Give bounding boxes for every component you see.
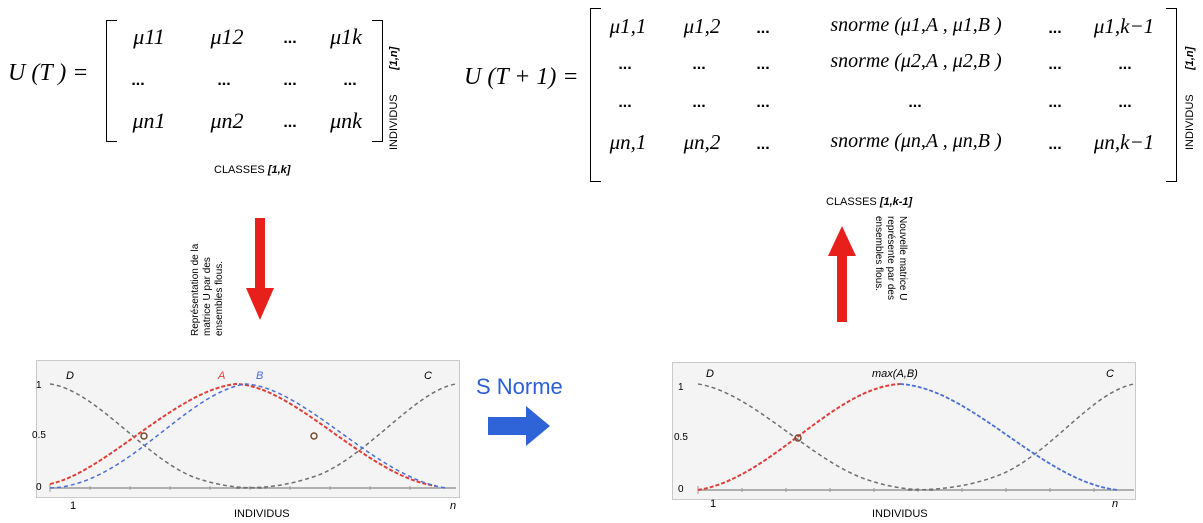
matrix-cell: ... (1118, 56, 1132, 73)
right-matrix-lhs: U (T + 1) = (464, 64, 579, 90)
matrix-cell: μ1,k−1 (1093, 14, 1155, 38)
matrix-cell: ... (1048, 136, 1062, 153)
matrix-cell: μn1 (132, 108, 166, 133)
matrix-cell: μn,1 (609, 130, 647, 154)
matrix-cell: μ1,1 (609, 14, 647, 38)
matrix-cell: ... (908, 94, 922, 111)
right-label-max: max(A,B) (872, 368, 918, 380)
matrix-cell: ... (618, 56, 632, 73)
intersection-marker (310, 432, 318, 440)
matrix-cell: ... (618, 94, 632, 111)
left-label-b: B (256, 370, 264, 382)
matrix-cell: snorme (μ2,A , μ2,B ) (830, 50, 1002, 72)
down-arrow-icon (246, 218, 274, 320)
down-arrow-caption: Représentation de la matrice U par des e… (190, 243, 225, 336)
right-ytick: 1 (678, 382, 684, 393)
matrix-cell: ... (756, 136, 770, 153)
left-matrix-bracket-close (372, 20, 383, 142)
left-label-d: D (66, 370, 74, 382)
right-matrix-bracket-open (590, 8, 601, 182)
left-matrix-bracket-open (106, 20, 117, 142)
matrix-cell: ... (692, 94, 706, 111)
matrix-cell: μ12 (210, 24, 244, 49)
right-col-label: CLASSES [1,k-1] (826, 196, 913, 208)
matrix-cell: ... (283, 72, 297, 89)
right-x-end: n (1112, 498, 1119, 510)
right-ytick: 0 (678, 484, 684, 495)
intersection-marker (140, 432, 148, 440)
matrix-cell: μnk (330, 108, 362, 133)
left-row-label: INDIVIDUS [1,n] (388, 46, 400, 150)
matrix-cell: ... (217, 72, 231, 89)
left-matrix-lhs: U (T ) = (8, 60, 89, 86)
matrix-cell: μ1,2 (683, 14, 721, 38)
left-label-c: C (424, 370, 432, 382)
right-plot (697, 383, 1135, 494)
matrix-cell: ... (283, 114, 297, 131)
matrix-cell: snorme (μ1,A , μ1,B ) (830, 14, 1002, 36)
right-arrow-icon (488, 406, 550, 446)
matrix-cell: μ11 (133, 24, 165, 49)
curve-d (49, 383, 267, 489)
matrix-cell: ... (1118, 94, 1132, 111)
curve-a (49, 382, 437, 487)
matrix-cell: μn,2 (683, 130, 721, 154)
matrix-cell: ... (692, 56, 706, 73)
up-arrow-caption: Nouvelle matrice U représente par des en… (873, 216, 908, 301)
curve-c (907, 383, 1135, 491)
left-ytick: 0 (36, 482, 42, 493)
curve-d (697, 383, 935, 491)
matrix-cell: ... (343, 72, 357, 89)
matrix-cell: μ1k (330, 24, 362, 49)
left-col-label: CLASSES [1,k] (214, 164, 291, 176)
curve-b (49, 383, 447, 489)
left-label-a: A (218, 370, 226, 382)
right-matrix-bracket-close (1166, 8, 1177, 182)
matrix-cell: μn,k−1 (1093, 130, 1155, 154)
right-x-start: 1 (710, 498, 717, 510)
right-label-d: D (706, 368, 714, 380)
right-ytick: 0.5 (674, 432, 688, 443)
curve-max-blue (899, 383, 1119, 491)
left-ytick: 1 (36, 380, 42, 391)
matrix-cell: ... (756, 20, 770, 37)
right-row-label: INDIVIDUS [1,n] (1184, 46, 1196, 150)
matrix-cell: ... (1048, 56, 1062, 73)
curve-c (235, 383, 457, 489)
matrix-cell: ... (1048, 94, 1062, 111)
matrix-cell: ... (131, 72, 145, 89)
matrix-cell: μn2 (210, 108, 244, 133)
intersection-marker (794, 434, 802, 442)
snorme-label: S Norme (476, 374, 563, 399)
left-plot-frame (36, 360, 460, 498)
right-xlabel: INDIVIDUS (872, 508, 928, 520)
matrix-cell: snorme (μn,A , μn,B ) (830, 130, 1002, 152)
matrix-cell: ... (756, 56, 770, 73)
left-x-end: n (450, 500, 457, 512)
matrix-cell: ... (283, 30, 297, 47)
matrix-cell: ... (756, 94, 770, 111)
matrix-cell: ... (1048, 20, 1062, 37)
right-label-c: C (1106, 368, 1114, 380)
curve-max-red (697, 383, 901, 491)
left-plot (49, 382, 457, 492)
left-x-start: 1 (70, 500, 77, 512)
right-plot-frame (672, 362, 1136, 500)
left-xlabel: INDIVIDUS (234, 508, 290, 520)
up-arrow-icon (828, 226, 856, 322)
left-ytick: 0.5 (32, 430, 46, 441)
